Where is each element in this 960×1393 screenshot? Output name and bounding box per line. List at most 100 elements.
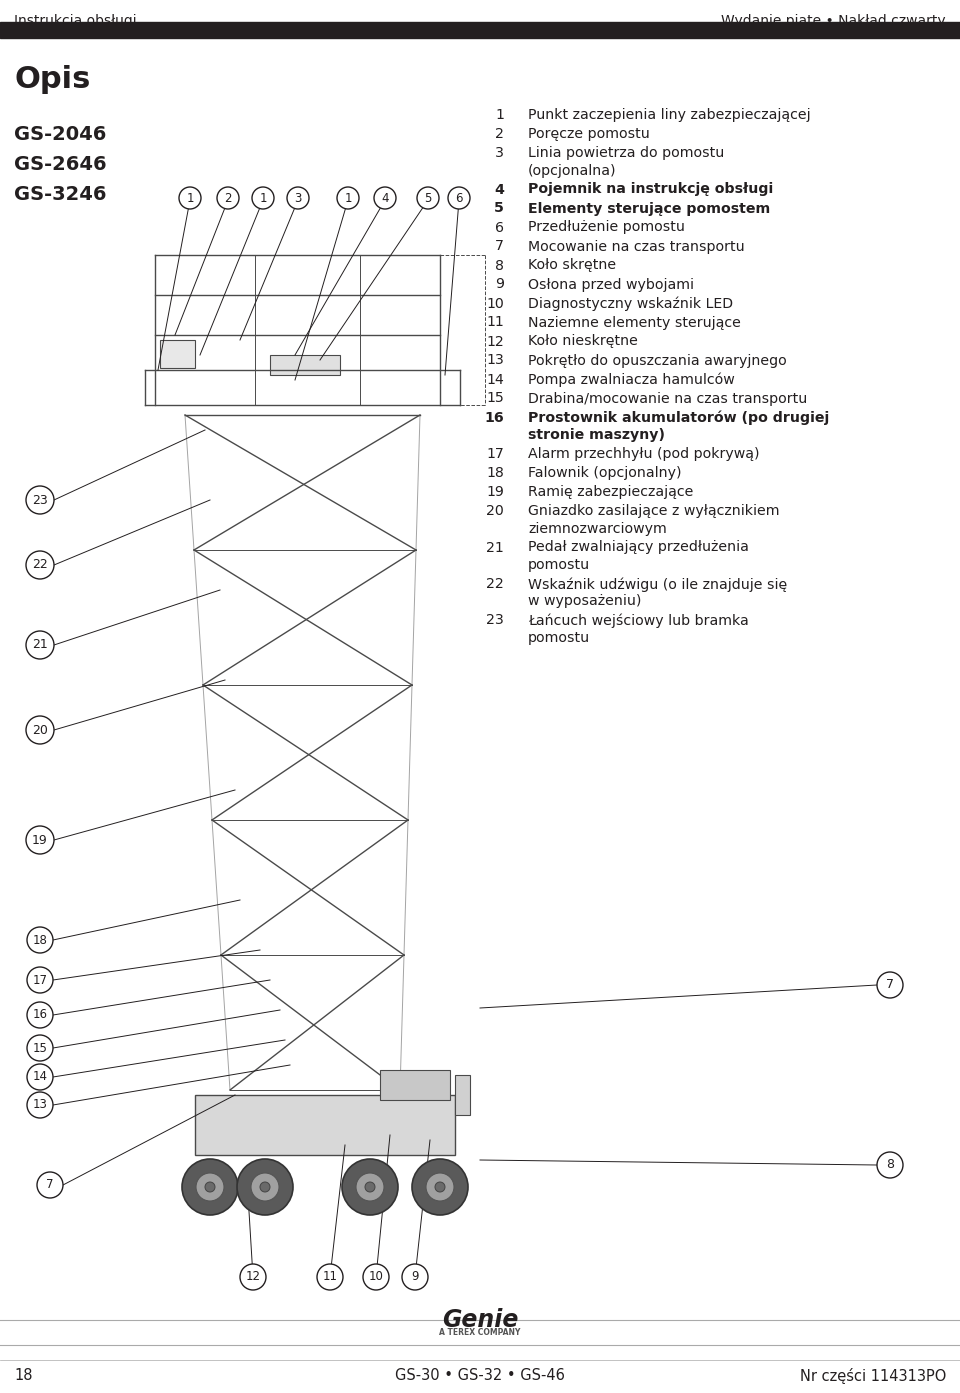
- Circle shape: [27, 1092, 53, 1119]
- Text: 22: 22: [487, 577, 504, 591]
- Text: 14: 14: [486, 372, 504, 386]
- Text: GS-2046: GS-2046: [14, 125, 107, 143]
- Circle shape: [252, 187, 274, 209]
- Text: (opcjonalna): (opcjonalna): [528, 163, 616, 177]
- Text: Przedłużenie pomostu: Przedłużenie pomostu: [528, 220, 684, 234]
- Text: Gniazdko zasilające z wyłącznikiem: Gniazdko zasilające z wyłącznikiem: [528, 504, 780, 518]
- Text: 3: 3: [495, 146, 504, 160]
- Circle shape: [179, 187, 201, 209]
- Circle shape: [27, 1035, 53, 1061]
- Text: 1: 1: [495, 109, 504, 123]
- Text: Koło nieskrętne: Koło nieskrętne: [528, 334, 637, 348]
- Text: Osłona przed wybojami: Osłona przed wybojami: [528, 277, 694, 291]
- Text: 17: 17: [486, 447, 504, 461]
- Bar: [380, 1070, 450, 1100]
- Text: Alarm przechhyłu (pod pokrywą): Alarm przechhyłu (pod pokrywą): [528, 447, 759, 461]
- Bar: [160, 340, 195, 368]
- Circle shape: [435, 1183, 445, 1192]
- Text: 19: 19: [486, 485, 504, 499]
- Text: w wyposażeniu): w wyposażeniu): [528, 595, 641, 609]
- Text: 18: 18: [487, 467, 504, 481]
- Circle shape: [363, 1263, 389, 1290]
- Text: Elementy sterujące pomostem: Elementy sterujące pomostem: [528, 202, 770, 216]
- Circle shape: [877, 1152, 903, 1178]
- Text: 21: 21: [32, 638, 48, 652]
- Text: 21: 21: [487, 540, 504, 554]
- Text: pomostu: pomostu: [528, 631, 590, 645]
- Text: Linia powietrza do pomostu: Linia powietrza do pomostu: [528, 146, 724, 160]
- Text: Wskaźnik udźwigu (o ile znajduje się: Wskaźnik udźwigu (o ile znajduje się: [528, 577, 787, 592]
- Text: 4: 4: [494, 182, 504, 196]
- Text: 14: 14: [33, 1070, 47, 1084]
- Text: 7: 7: [46, 1178, 54, 1191]
- Circle shape: [26, 552, 54, 579]
- Circle shape: [260, 1183, 270, 1192]
- Text: 22: 22: [32, 559, 48, 571]
- Circle shape: [877, 972, 903, 997]
- Text: 12: 12: [487, 334, 504, 348]
- Bar: [455, 1075, 470, 1114]
- Text: 4: 4: [381, 191, 389, 205]
- Text: Mocowanie na czas transportu: Mocowanie na czas transportu: [528, 240, 745, 254]
- Text: 10: 10: [369, 1270, 383, 1283]
- Circle shape: [317, 1263, 343, 1290]
- Text: 7: 7: [886, 978, 894, 992]
- Text: 2: 2: [225, 191, 231, 205]
- Text: 8: 8: [495, 259, 504, 273]
- Text: 18: 18: [14, 1368, 33, 1383]
- Circle shape: [27, 1064, 53, 1089]
- Text: Drabina/mocowanie na czas transportu: Drabina/mocowanie na czas transportu: [528, 391, 807, 405]
- Circle shape: [26, 486, 54, 514]
- Text: 16: 16: [484, 411, 504, 425]
- Circle shape: [287, 187, 309, 209]
- Text: Wydanie piąte • Nakład czwarty: Wydanie piąte • Nakład czwarty: [721, 14, 946, 28]
- Text: 8: 8: [886, 1159, 894, 1172]
- Text: GS-30 • GS-32 • GS-46: GS-30 • GS-32 • GS-46: [396, 1368, 564, 1383]
- Circle shape: [205, 1183, 215, 1192]
- Circle shape: [448, 187, 470, 209]
- Text: 11: 11: [487, 315, 504, 330]
- Text: Genie: Genie: [442, 1308, 518, 1332]
- Text: 19: 19: [32, 833, 48, 847]
- Circle shape: [27, 967, 53, 993]
- Text: A TEREX COMPANY: A TEREX COMPANY: [440, 1328, 520, 1337]
- Text: 1: 1: [259, 191, 267, 205]
- Circle shape: [417, 187, 439, 209]
- Text: 16: 16: [33, 1009, 47, 1021]
- Text: ziemnozwarciowym: ziemnozwarciowym: [528, 521, 667, 535]
- Circle shape: [402, 1263, 428, 1290]
- Circle shape: [426, 1173, 454, 1201]
- Text: GS-2646: GS-2646: [14, 155, 107, 174]
- Circle shape: [26, 826, 54, 854]
- Text: Naziemne elementy sterujące: Naziemne elementy sterujące: [528, 315, 741, 330]
- Text: 13: 13: [486, 354, 504, 368]
- Text: Pokrętło do opuszczania awaryjnego: Pokrętło do opuszczania awaryjnego: [528, 354, 787, 368]
- Text: Falownik (opcjonalny): Falownik (opcjonalny): [528, 467, 682, 481]
- Circle shape: [251, 1173, 279, 1201]
- Text: 9: 9: [495, 277, 504, 291]
- Text: Pedał zwalniający przedłużenia: Pedał zwalniający przedłużenia: [528, 540, 749, 554]
- Text: 5: 5: [424, 191, 432, 205]
- Text: 7: 7: [495, 240, 504, 254]
- Text: 5: 5: [494, 202, 504, 216]
- Bar: [195, 1095, 455, 1155]
- Circle shape: [26, 716, 54, 744]
- Text: 23: 23: [486, 613, 504, 627]
- Text: 12: 12: [246, 1270, 260, 1283]
- Circle shape: [26, 631, 54, 659]
- Text: stronie maszyny): stronie maszyny): [528, 428, 665, 442]
- Text: Łańcuch wejściowy lub bramka: Łańcuch wejściowy lub bramka: [528, 613, 749, 628]
- Text: Punkt zaczepienia liny zabezpieczającej: Punkt zaczepienia liny zabezpieczającej: [528, 109, 810, 123]
- Text: 15: 15: [33, 1042, 47, 1055]
- Circle shape: [217, 187, 239, 209]
- Circle shape: [240, 1263, 266, 1290]
- Text: 10: 10: [487, 297, 504, 311]
- Text: 3: 3: [295, 191, 301, 205]
- Circle shape: [182, 1159, 238, 1215]
- Text: Koło skrętne: Koło skrętne: [528, 259, 616, 273]
- Text: Poręcze pomostu: Poręcze pomostu: [528, 127, 650, 141]
- Text: 13: 13: [33, 1099, 47, 1112]
- Text: 17: 17: [33, 974, 47, 986]
- Circle shape: [412, 1159, 468, 1215]
- Text: Pompa zwalniacza hamulców: Pompa zwalniacza hamulców: [528, 372, 734, 387]
